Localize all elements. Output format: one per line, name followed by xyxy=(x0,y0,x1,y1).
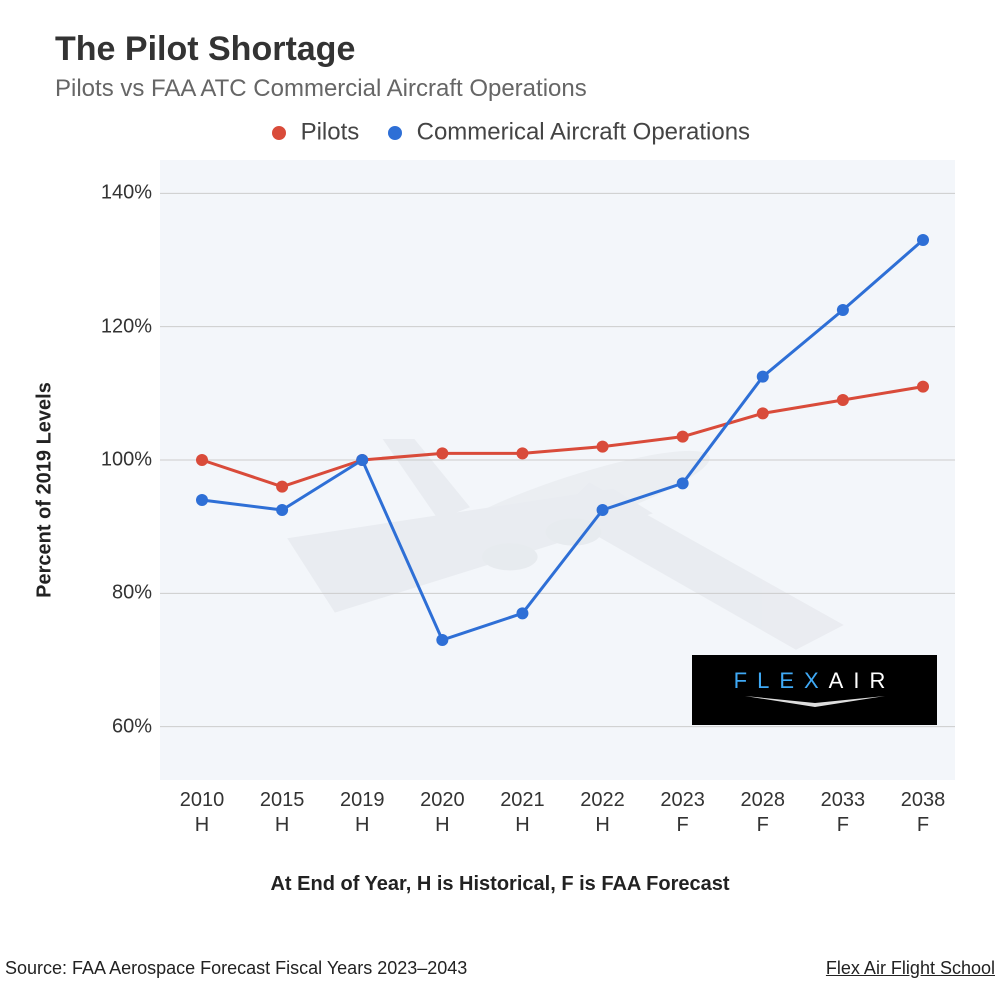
chart-subtitle: Pilots vs FAA ATC Commercial Aircraft Op… xyxy=(55,75,587,103)
logo-text-flex: FLEX xyxy=(734,668,829,693)
flexair-logo: FLEXAIR xyxy=(692,655,937,725)
series-marker xyxy=(196,454,208,466)
series-marker xyxy=(677,477,689,489)
legend: Pilots Commerical Aircraft Operations xyxy=(0,118,1000,147)
x-tick: 2019 H xyxy=(340,788,385,838)
series-marker xyxy=(597,504,609,516)
logo-text-air: AIR xyxy=(829,668,896,693)
x-tick: 2033 F xyxy=(821,788,866,838)
series-marker xyxy=(837,394,849,406)
series-marker xyxy=(516,447,528,459)
y-tick: 80% xyxy=(112,582,152,605)
legend-marker-0 xyxy=(272,126,286,140)
chart-title: The Pilot Shortage xyxy=(55,30,355,69)
x-tick: 2022 H xyxy=(580,788,625,838)
x-tick: 2010 H xyxy=(180,788,225,838)
y-axis-label: Percent of 2019 Levels xyxy=(34,382,57,598)
y-tick: 140% xyxy=(101,182,152,205)
series-marker xyxy=(516,607,528,619)
series-marker xyxy=(757,407,769,419)
logo-swoosh-icon xyxy=(745,696,885,710)
series-marker xyxy=(276,504,288,516)
logo-text: FLEXAIR xyxy=(734,670,896,692)
series-marker xyxy=(837,304,849,316)
series-marker xyxy=(436,634,448,646)
flight-school-link[interactable]: Flex Air Flight School xyxy=(826,958,995,979)
y-tick: 60% xyxy=(112,715,152,738)
source-citation: Source: FAA Aerospace Forecast Fiscal Ye… xyxy=(5,958,467,979)
x-tick: 2038 F xyxy=(901,788,946,838)
legend-label-1: Commerical Aircraft Operations xyxy=(417,119,750,146)
series-marker xyxy=(917,381,929,393)
x-tick: 2020 H xyxy=(420,788,465,838)
series-marker xyxy=(276,481,288,493)
y-tick: 120% xyxy=(101,315,152,338)
x-axis-label: At End of Year, H is Historical, F is FA… xyxy=(0,873,1000,896)
x-tick: 2021 H xyxy=(500,788,545,838)
series-marker xyxy=(597,441,609,453)
y-tick: 100% xyxy=(101,449,152,472)
series-marker xyxy=(436,447,448,459)
x-tick: 2028 F xyxy=(741,788,786,838)
x-tick: 2015 H xyxy=(260,788,305,838)
series-marker xyxy=(757,371,769,383)
series-marker xyxy=(677,431,689,443)
series-marker xyxy=(356,454,368,466)
series-marker xyxy=(196,494,208,506)
series-marker xyxy=(917,234,929,246)
x-tick: 2023 F xyxy=(660,788,705,838)
legend-marker-1 xyxy=(388,126,402,140)
legend-label-0: Pilots xyxy=(301,119,360,146)
